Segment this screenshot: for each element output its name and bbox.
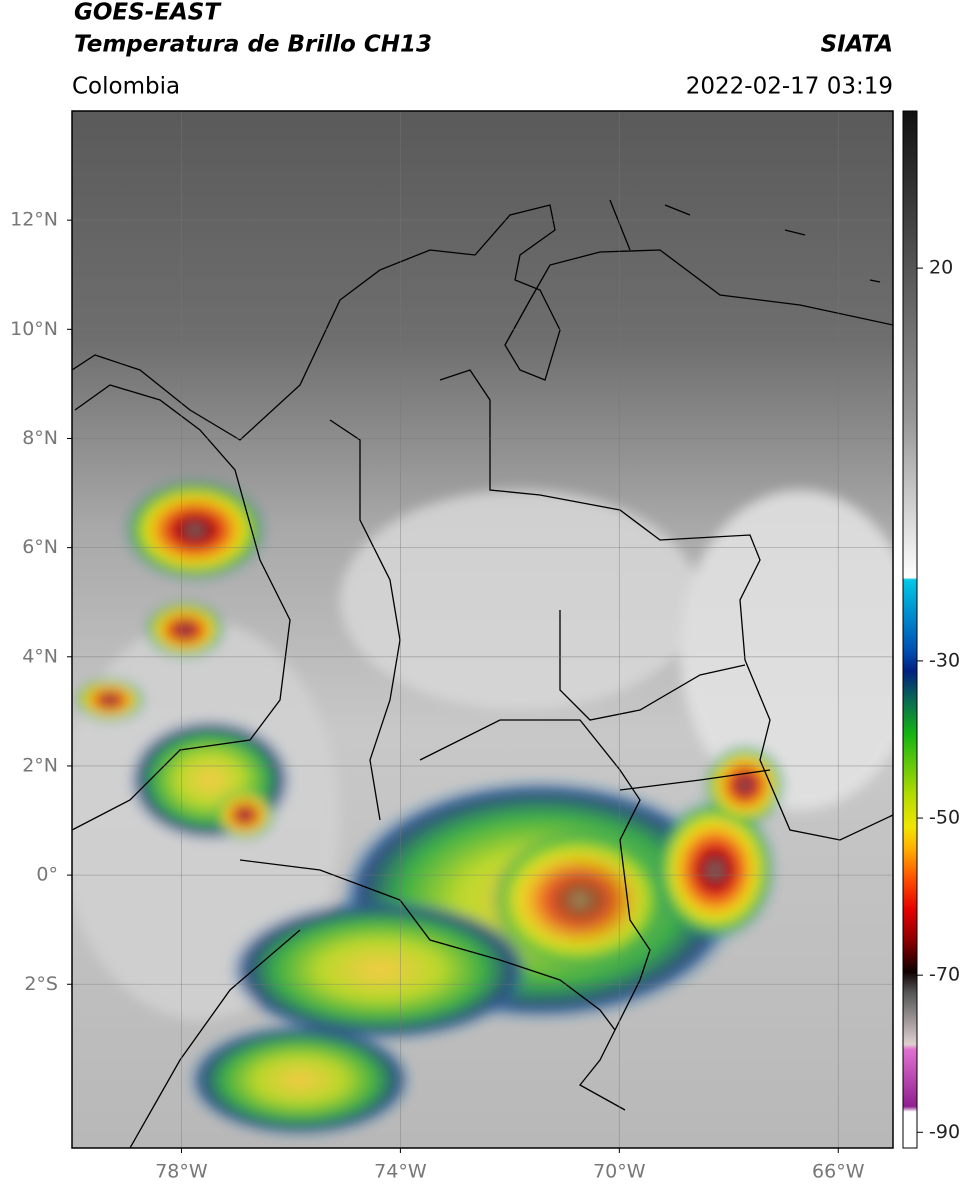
title: Temperatura de Brillo CH13 [74,32,432,58]
y-tick-label: 4°N [22,645,58,667]
colorbar-label: -50 [929,807,960,829]
y-tick-label: 8°N [22,427,58,449]
colorbar-label: 20 [929,257,953,279]
x-tick-label: 74°W [374,1161,427,1183]
source: SIATA [821,32,893,58]
colorbar [902,110,918,1149]
x-tick-label: 70°W [593,1161,646,1183]
y-tick-label: 2°S [24,973,58,995]
colorbar-label: -90 [929,1121,960,1143]
y-tick-label: 12°N [10,209,58,231]
y-tick-label: 6°N [22,536,58,558]
x-tick-label: 66°W [812,1161,865,1183]
y-tick-label: 0° [36,864,58,886]
colorbar-label: -70 [929,964,960,986]
colorbar-label: -30 [929,649,960,671]
x-tick-label: 78°W [155,1161,208,1183]
datetime: 2022-02-17 03:19 [686,74,893,100]
grid [72,111,893,1148]
satellite-image [72,111,893,1148]
title: GOES-EAST [74,0,222,26]
map-frame [71,110,894,1149]
y-tick-label: 10°N [10,318,58,340]
y-tick-label: 2°N [22,754,58,776]
region: Colombia [72,74,180,100]
